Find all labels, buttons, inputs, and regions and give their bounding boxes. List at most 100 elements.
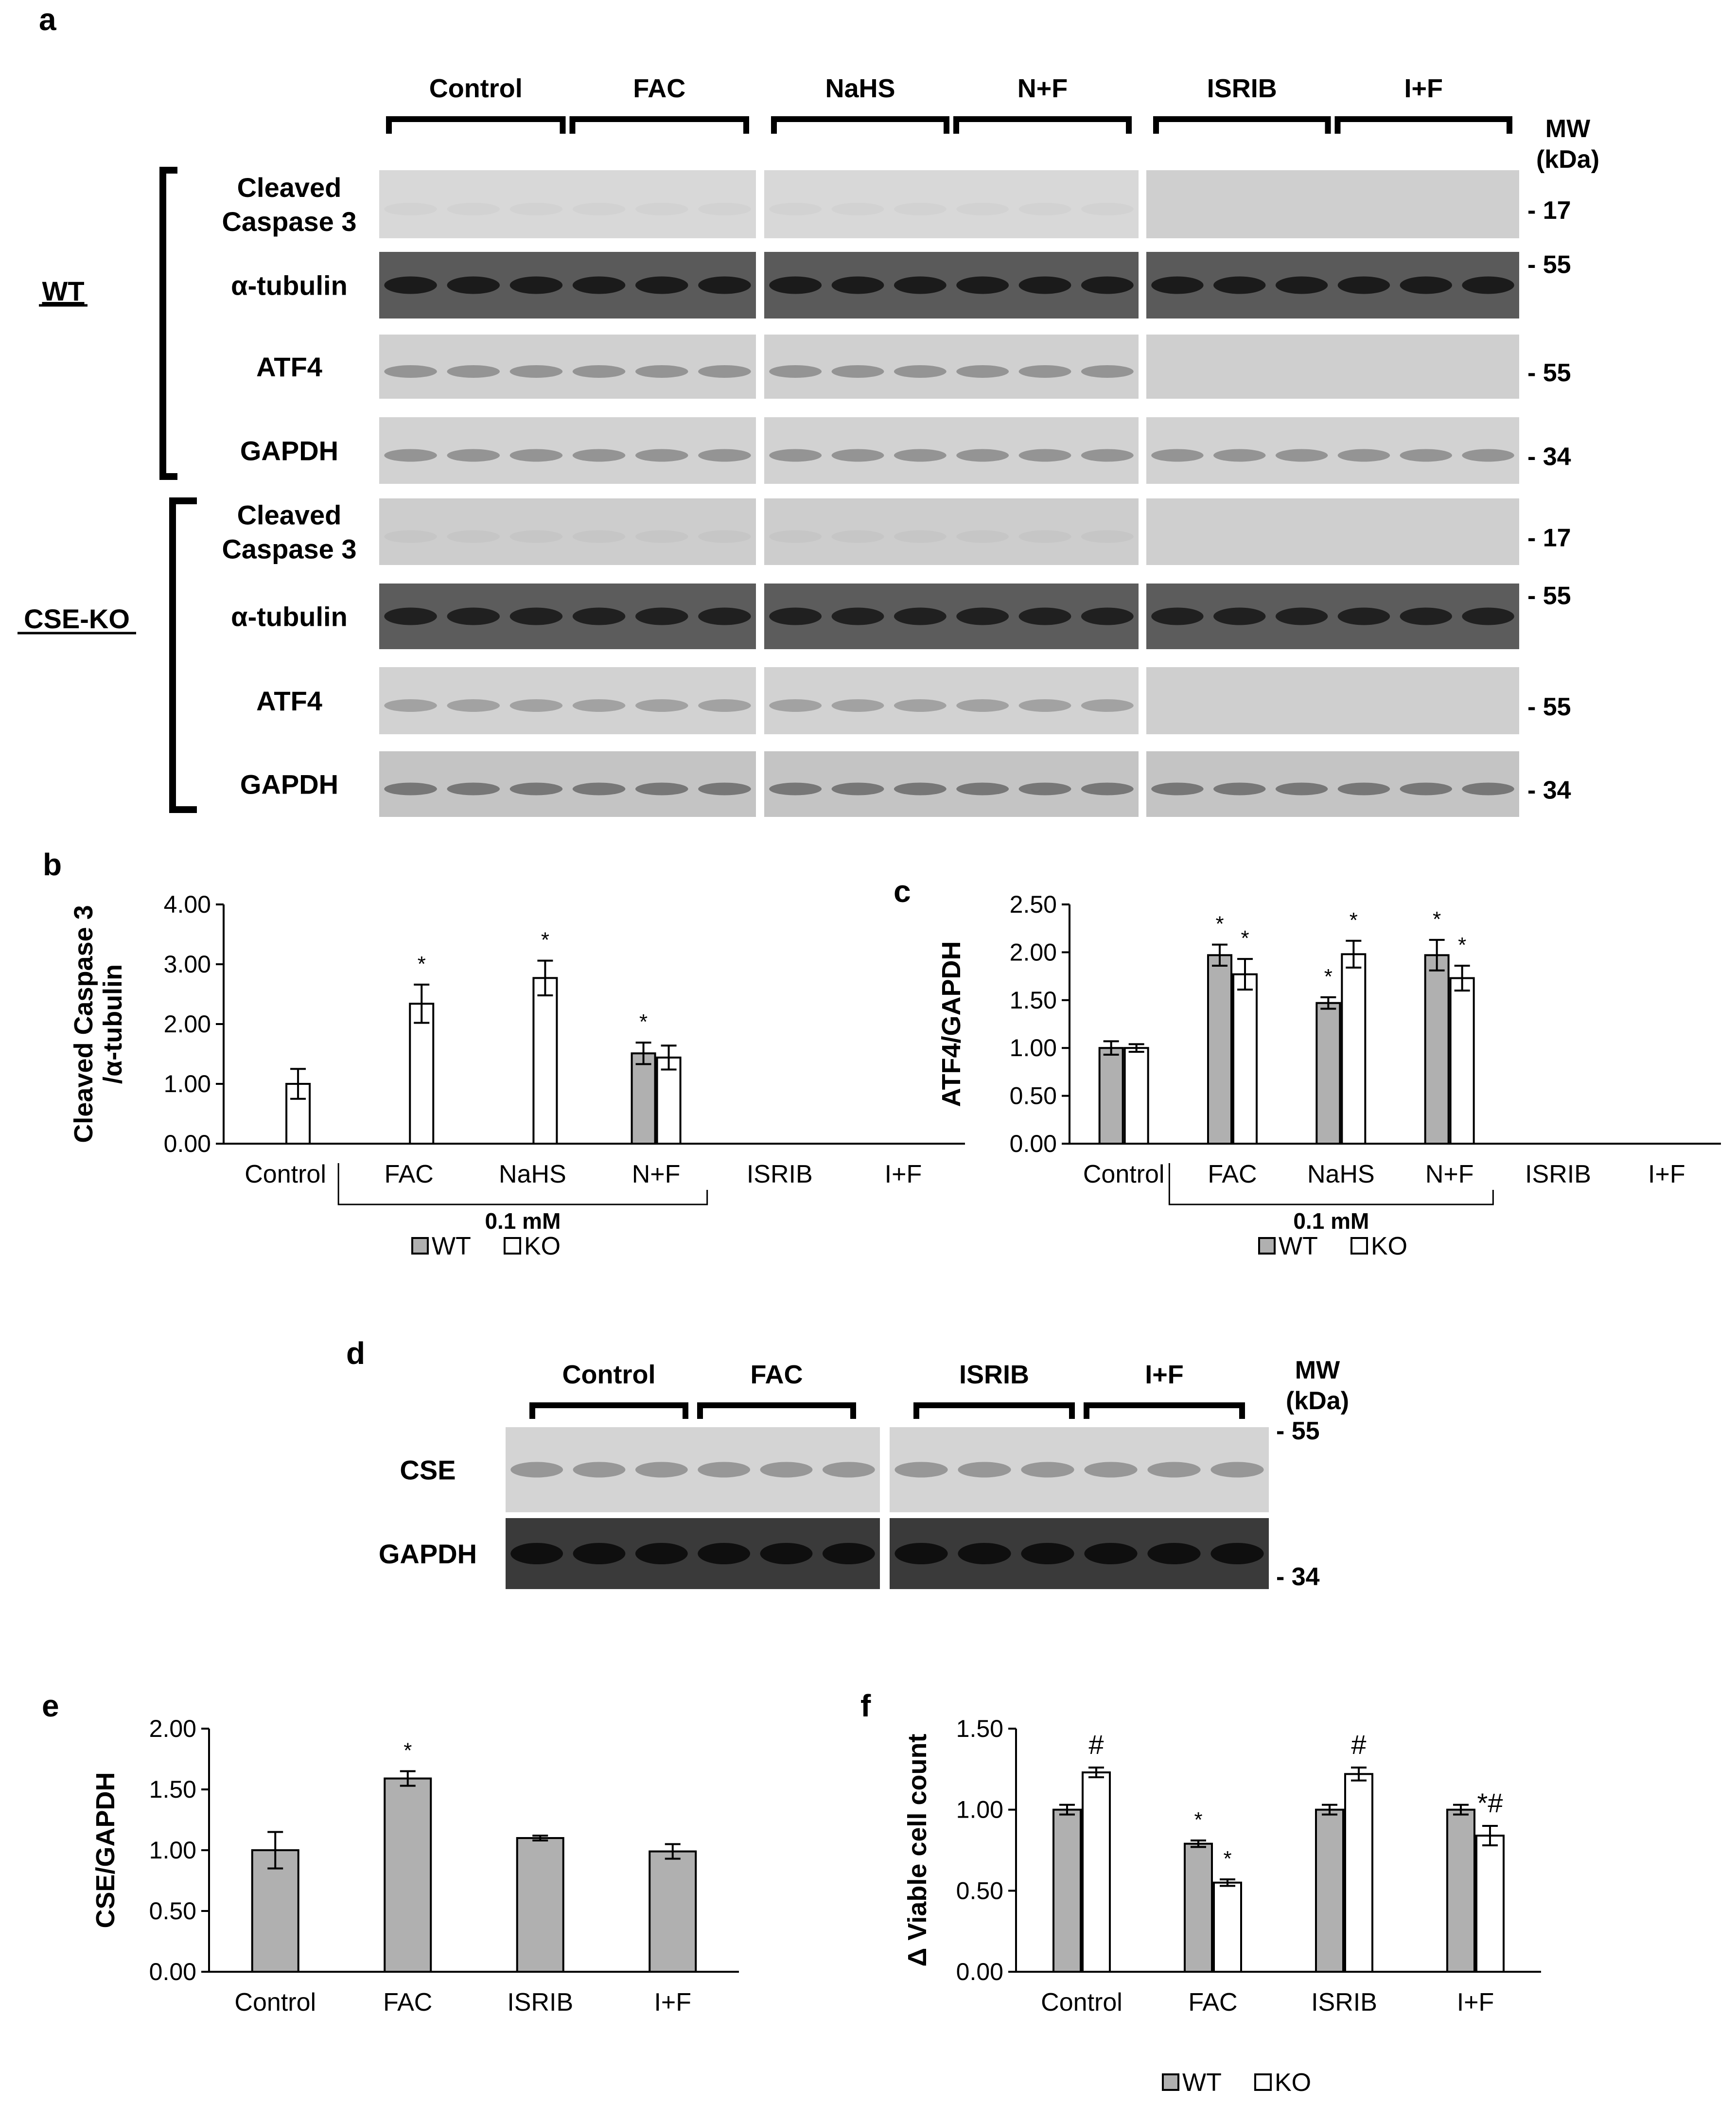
blot-strip — [764, 417, 1139, 484]
blot-strip — [379, 170, 756, 238]
blot-a-group-label: I+F — [1404, 74, 1443, 103]
blot-band — [1081, 365, 1134, 378]
y-axis-label: Δ Viable cell count — [903, 1734, 932, 1967]
blot-band — [635, 449, 688, 462]
y-axis-label: /α-tubulin — [98, 964, 127, 1084]
significance-marker: * — [1458, 933, 1466, 957]
blot-band — [1213, 449, 1266, 462]
blot-a-row-label: Caspase 3 — [222, 534, 356, 565]
blot-band — [894, 449, 947, 462]
blot-a-mw-marker: - 55 — [1527, 359, 1571, 387]
blot-band — [635, 276, 688, 294]
bar — [631, 1052, 656, 1145]
blot-a-mw-marker: - 55 — [1527, 251, 1571, 279]
blot-band — [1081, 449, 1134, 462]
blot-band — [1081, 203, 1134, 215]
blot-strip — [1146, 335, 1519, 399]
blot-band — [1213, 276, 1266, 294]
blot-d-group-bracket — [1084, 1402, 1245, 1419]
blot-d-mw-marker: - 34 — [1276, 1563, 1320, 1591]
blot-a-row-label: GAPDH — [240, 769, 338, 800]
blot-band — [572, 699, 626, 712]
blot-a-group-bracket — [1153, 116, 1331, 134]
blot-band — [447, 449, 500, 462]
blot-strip — [1146, 667, 1519, 734]
y-tick-label: 1.00 — [956, 1796, 1003, 1823]
bar — [409, 1003, 435, 1145]
blot-a-group-label: Control — [429, 74, 523, 103]
y-tick-label: 2.00 — [164, 1010, 211, 1038]
blot-a-row-label: α-tubulin — [231, 270, 348, 301]
blot-band — [1147, 1543, 1201, 1564]
blot-band — [894, 530, 947, 543]
blot-band — [573, 1543, 626, 1564]
significance-marker: * — [1433, 907, 1441, 931]
panel-label-c: c — [894, 874, 911, 909]
legend-swatch — [504, 1237, 521, 1255]
blot-band — [769, 365, 822, 378]
blot-band — [1462, 607, 1514, 625]
x-tick-label: FAC — [383, 1988, 432, 2017]
blot-band — [1275, 276, 1328, 294]
bar — [1341, 953, 1367, 1145]
blot-a-mw-marker: - 17 — [1527, 196, 1571, 225]
blot-band — [769, 530, 822, 543]
blot-band — [822, 1543, 875, 1564]
bar — [1052, 1808, 1082, 1973]
blot-band — [1462, 276, 1514, 294]
blot-a-mw-marker: - 55 — [1527, 693, 1571, 721]
significance-marker: * — [1350, 908, 1358, 932]
blot-strip — [764, 335, 1139, 399]
blot-strip — [506, 1518, 880, 1589]
legend-swatch — [1258, 1237, 1276, 1255]
significance-marker: * — [403, 1739, 412, 1763]
blot-band — [760, 1462, 813, 1478]
bar — [656, 1056, 682, 1145]
blot-band — [769, 449, 822, 462]
bar — [251, 1849, 299, 1973]
y-tick-label: 0.00 — [956, 1958, 1003, 1985]
blot-band — [1275, 607, 1328, 625]
blot-band — [509, 782, 563, 796]
blot-a-row-label: Caspase 3 — [222, 206, 356, 237]
blot-band — [447, 699, 500, 712]
blot-band — [1210, 1462, 1264, 1478]
blot-band — [1400, 276, 1452, 294]
blot-band — [698, 782, 751, 796]
western-blot-panel-a: Control FAC NaHS N+F ISRIB I+FMW(kDa)CleavedC… — [18, 74, 1599, 817]
blot-band — [958, 1462, 1011, 1478]
blot-band — [384, 530, 437, 543]
blot-strip — [764, 584, 1139, 649]
blot-band — [1081, 607, 1134, 625]
significance-marker: * — [541, 928, 549, 952]
blot-a-row-label: GAPDH — [240, 436, 338, 466]
blot-band — [1018, 530, 1071, 543]
blot-a-mw-unit: (kDa) — [1536, 145, 1599, 174]
bar — [1344, 1773, 1373, 1973]
blot-band — [572, 203, 626, 215]
blot-band — [510, 1543, 563, 1564]
blot-band — [447, 365, 500, 378]
genotype-label-ko: CSE-KO — [24, 603, 130, 634]
blot-d-group-bracket — [697, 1402, 856, 1419]
x-tick-label: I+F — [1457, 1988, 1494, 2017]
blot-band — [384, 782, 437, 796]
blot-strip — [379, 751, 756, 817]
blot-strip — [1146, 417, 1519, 484]
blot-band — [1213, 782, 1266, 796]
blot-band — [447, 203, 500, 215]
blot-band — [1018, 276, 1071, 294]
western-blot-panel-d: Control FAC ISRIB I+F MW (kDa) CSE - 55 GAPDH - 3… — [379, 1356, 1349, 1591]
blot-band — [1081, 699, 1134, 712]
x-tick-label: Control — [1041, 1988, 1122, 2017]
blot-band — [1275, 449, 1328, 462]
legend-swatch — [1162, 2073, 1179, 2091]
blot-band — [509, 276, 563, 294]
legend-label: KO — [1275, 2069, 1311, 2097]
blot-a-mw-marker: - 55 — [1527, 582, 1571, 610]
y-tick-label: 0.00 — [1010, 1130, 1057, 1157]
bar — [1213, 1881, 1242, 1973]
genotype-label-wt: WT — [42, 276, 84, 306]
blot-band — [384, 276, 437, 294]
blot-band — [572, 782, 626, 796]
